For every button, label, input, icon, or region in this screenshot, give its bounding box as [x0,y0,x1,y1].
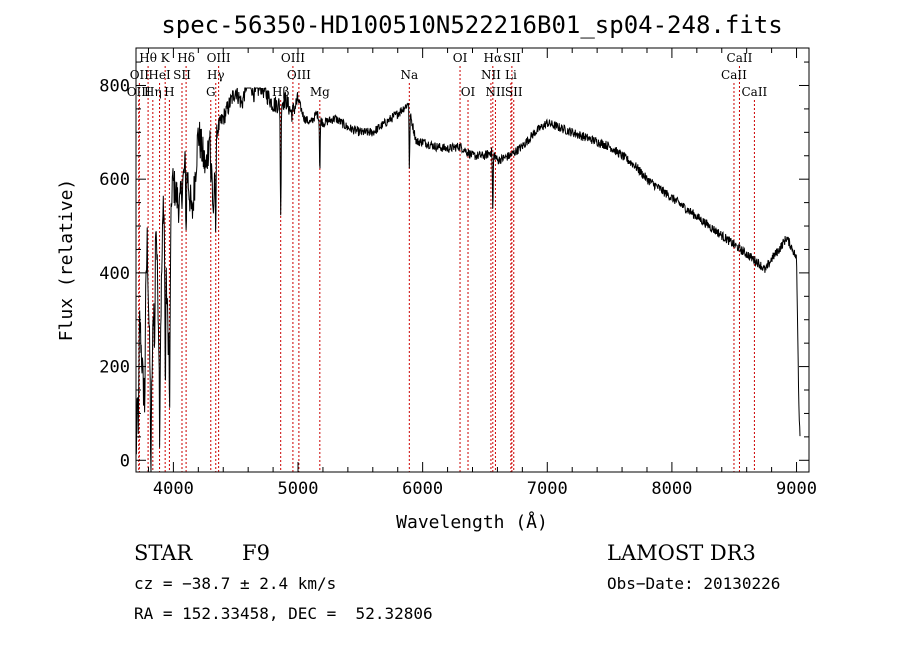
line-marker-label: Hη [144,85,162,99]
line-marker-label: K [161,51,171,65]
x-tick-label: 9000 [776,479,817,499]
line-marker-label: CaII [721,68,747,82]
x-axis-ticks: 4000 5000 6000 7000 8000 9000 [147,48,817,499]
x-tick-label: 6000 [402,479,443,499]
line-marker-label: NII [481,68,501,82]
spectral-line-markers [138,66,755,472]
line-marker-label: CaII [741,85,767,99]
x-axis-label: Wavelength (Å) [396,511,548,533]
survey-name: LAMOST DR3 [607,541,756,565]
line-marker-label: Hθ [139,51,157,65]
object-class: STAR [134,541,193,565]
y-tick-label: 0 [120,451,130,471]
line-marker-label: OIII [281,51,305,65]
line-marker-label: NII [485,85,505,99]
y-tick-label: 800 [99,76,130,96]
line-marker-label: SII [503,51,521,65]
plot-frame [135,47,810,473]
spectrum-line [135,86,801,473]
y-tick-label: 600 [99,170,130,190]
line-marker-label: Hγ [207,68,225,82]
y-axis-label: Flux (relative) [56,179,77,342]
x-tick-label: 8000 [651,479,692,499]
line-marker-label: OIII [287,68,311,82]
line-marker-label: OIII [207,51,231,65]
x-tick-label: 5000 [278,479,319,499]
observation-date: Obs−Date: 20130226 [607,574,780,593]
line-marker-label: Hα [484,51,503,65]
line-marker-label: OI [453,51,468,65]
x-tick-label: 4000 [153,479,194,499]
line-marker-label: SII [173,68,191,82]
line-marker-label: OII [130,68,150,82]
x-tick-label: 7000 [527,479,568,499]
line-marker-label: Li [505,68,517,82]
y-tick-label: 400 [99,264,130,284]
line-marker-label: G [206,85,216,99]
chart-title: spec-56350-HD100510N522216B01_sp04-248.f… [161,11,782,39]
line-marker-label: Hδ [177,51,195,65]
line-marker-label: OI [461,85,476,99]
coordinates-readout: RA = 152.33458, DEC = 52.32806 [134,604,433,623]
line-marker-label: Mg [310,85,330,99]
line-marker-label: SII [505,85,523,99]
line-marker-label: H [164,85,174,99]
y-axis-ticks: 0 200 400 600 800 [99,61,809,471]
object-subclass: F9 [242,541,270,565]
line-marker-label: Na [400,68,418,82]
line-marker-label: OIII [127,85,151,99]
spectrum-series [135,86,801,473]
velocity-readout: cz = −38.7 ± 2.4 km/s [134,574,336,593]
y-tick-label: 200 [99,358,130,378]
line-marker-label: HeI [148,68,171,82]
line-marker-label: CaII [727,51,753,65]
